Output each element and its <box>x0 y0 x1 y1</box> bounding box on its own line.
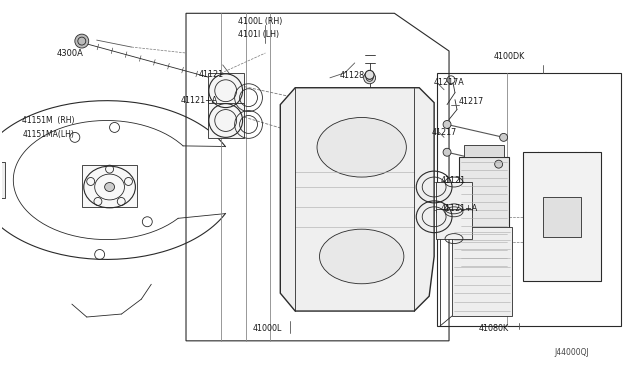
Bar <box>464 145 504 157</box>
Text: 41217A: 41217A <box>433 78 464 87</box>
Ellipse shape <box>364 72 376 84</box>
Text: 41080K: 41080K <box>479 324 509 333</box>
Text: 41121+A: 41121+A <box>181 96 218 105</box>
Bar <box>436 209 472 238</box>
Text: 41151MA(LH): 41151MA(LH) <box>22 130 74 139</box>
Bar <box>82 165 138 207</box>
Text: 41217: 41217 <box>431 128 456 137</box>
Text: 41217: 41217 <box>459 97 484 106</box>
Text: 41121: 41121 <box>199 70 224 79</box>
Text: 4101I (LH): 4101I (LH) <box>237 30 279 39</box>
Ellipse shape <box>317 118 406 177</box>
Text: 41000L: 41000L <box>253 324 282 333</box>
Ellipse shape <box>365 70 374 79</box>
Text: 4100L (RH): 4100L (RH) <box>237 17 282 26</box>
Text: 4300A: 4300A <box>57 48 84 58</box>
Text: 41151M  (RH): 41151M (RH) <box>22 116 75 125</box>
Ellipse shape <box>443 121 451 128</box>
Bar <box>452 227 511 316</box>
Text: 41128: 41128 <box>340 71 365 80</box>
Bar <box>524 152 601 281</box>
Ellipse shape <box>495 160 502 168</box>
Text: J44000QJ: J44000QJ <box>554 348 589 357</box>
Ellipse shape <box>500 134 508 141</box>
Ellipse shape <box>319 229 404 284</box>
Ellipse shape <box>104 183 115 192</box>
Bar <box>208 103 244 138</box>
Circle shape <box>75 34 89 48</box>
Text: 41121: 41121 <box>441 176 466 185</box>
Bar <box>437 73 621 326</box>
Bar <box>208 73 244 109</box>
Polygon shape <box>280 88 434 311</box>
Bar <box>436 182 472 212</box>
Text: 41121+A: 41121+A <box>441 204 478 213</box>
Bar <box>543 197 581 237</box>
Text: 4100DK: 4100DK <box>493 52 525 61</box>
Bar <box>0 162 5 198</box>
Ellipse shape <box>443 148 451 156</box>
Bar <box>459 157 509 271</box>
